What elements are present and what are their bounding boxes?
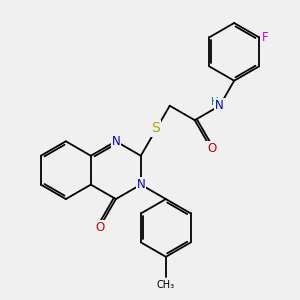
Text: N: N — [215, 99, 224, 112]
Text: O: O — [95, 221, 105, 234]
Text: H: H — [211, 97, 218, 107]
Text: N: N — [112, 135, 120, 148]
Text: F: F — [262, 31, 268, 44]
Text: N: N — [136, 178, 145, 191]
Text: O: O — [207, 142, 217, 155]
Text: CH₃: CH₃ — [157, 280, 175, 290]
Text: S: S — [151, 122, 160, 135]
